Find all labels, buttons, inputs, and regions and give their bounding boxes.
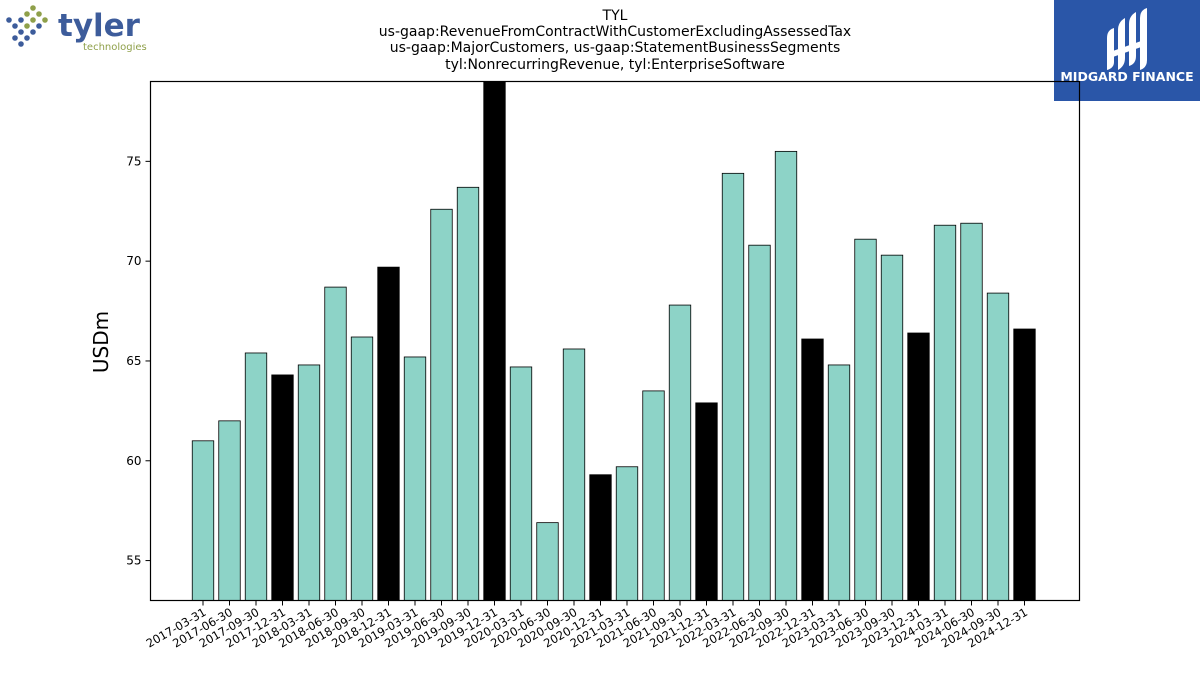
bar-2018-03-31: [297, 364, 321, 601]
bar-2018-09-30: [350, 336, 374, 601]
midgard-emblem-icon: [1107, 8, 1147, 70]
chart-subtitle-line-3: tyl:NonrecurringRevenue, tyl:EnterpriseS…: [445, 57, 785, 73]
logo-dot: [36, 11, 42, 17]
bar-2023-06-30: [854, 238, 877, 601]
plot-frame: [149, 80, 1081, 602]
logo-dot: [36, 23, 42, 29]
logo-dot: [18, 17, 24, 23]
bar-2017-09-30: [244, 352, 268, 601]
bar-2022-06-30: [748, 244, 771, 601]
bar-2021-03-31: [615, 466, 639, 601]
bar-2019-12-31: [483, 81, 506, 601]
bar-2024-06-30: [960, 222, 983, 601]
y-axis-label: USDm: [89, 311, 113, 373]
bar-2021-09-30: [668, 304, 692, 601]
logo-dot: [24, 23, 30, 29]
bar-2023-12-31: [907, 332, 930, 601]
tyler-logo: tyler technologies: [6, 5, 147, 53]
bar-2021-06-30: [642, 390, 665, 601]
logo-subtitle: technologies: [83, 42, 147, 53]
bar-2017-12-31: [271, 374, 294, 601]
bar-2017-06-30: [218, 420, 241, 601]
bar-2021-12-31: [695, 402, 718, 601]
bar-2020-03-31: [509, 366, 533, 601]
x-axis-ticks: 2017-03-312017-06-302017-09-302017-12-31…: [144, 600, 1030, 651]
logo-dot: [18, 41, 24, 47]
logo-dot: [12, 23, 18, 29]
bar-2019-06-30: [430, 208, 453, 601]
bar-2022-03-31: [721, 172, 745, 601]
bar-2019-09-30: [456, 186, 480, 601]
bar-2022-09-30: [774, 150, 798, 601]
y-axis-ticks: 55 60 65 70 75: [126, 154, 151, 568]
logo-dot: [24, 35, 30, 41]
chart-subtitle-line-2: us-gaap:MajorCustomers, us-gaap:Statemen…: [390, 40, 841, 56]
y-tick-label: 75: [126, 154, 141, 168]
chart-subtitle-line-1: us-gaap:RevenueFromContractWithCustomerE…: [379, 24, 851, 40]
bar-2020-09-30: [562, 348, 586, 601]
logo-dot: [42, 17, 48, 23]
bar-2019-03-31: [403, 356, 427, 601]
bar-2023-09-30: [880, 254, 904, 601]
logo-wordmark: tyler: [58, 8, 141, 44]
midgard-finance-logo: MIDGARD FINANCE: [1054, 0, 1200, 101]
logo-dot: [30, 5, 36, 11]
bar-2017-03-31: [191, 440, 215, 601]
chart-title: TYL: [602, 8, 628, 24]
logo-dot: [30, 17, 36, 23]
bar-2024-12-31: [1013, 328, 1036, 601]
y-tick-label: 70: [126, 254, 141, 268]
logo-dot: [18, 29, 24, 35]
bar-2024-03-31: [933, 224, 957, 601]
bar-2022-12-31: [801, 338, 824, 601]
y-tick-label: 55: [126, 554, 141, 568]
logo-dot: [12, 35, 18, 41]
logo-dot: [24, 11, 30, 17]
bar-2024-09-30: [986, 292, 1010, 601]
bars: [191, 81, 1036, 601]
bar-2018-12-31: [377, 266, 400, 601]
logo-dots-icon: [6, 5, 48, 47]
bar-2018-06-30: [324, 286, 347, 601]
bar-2023-03-31: [827, 364, 851, 601]
y-tick-label: 60: [126, 454, 141, 468]
y-tick-label: 65: [126, 354, 141, 368]
logo-dot: [30, 29, 36, 35]
badge-label: MIDGARD FINANCE: [1060, 69, 1193, 84]
bar-2020-06-30: [536, 522, 559, 601]
bar-2020-12-31: [589, 474, 612, 601]
logo-dot: [6, 17, 12, 23]
